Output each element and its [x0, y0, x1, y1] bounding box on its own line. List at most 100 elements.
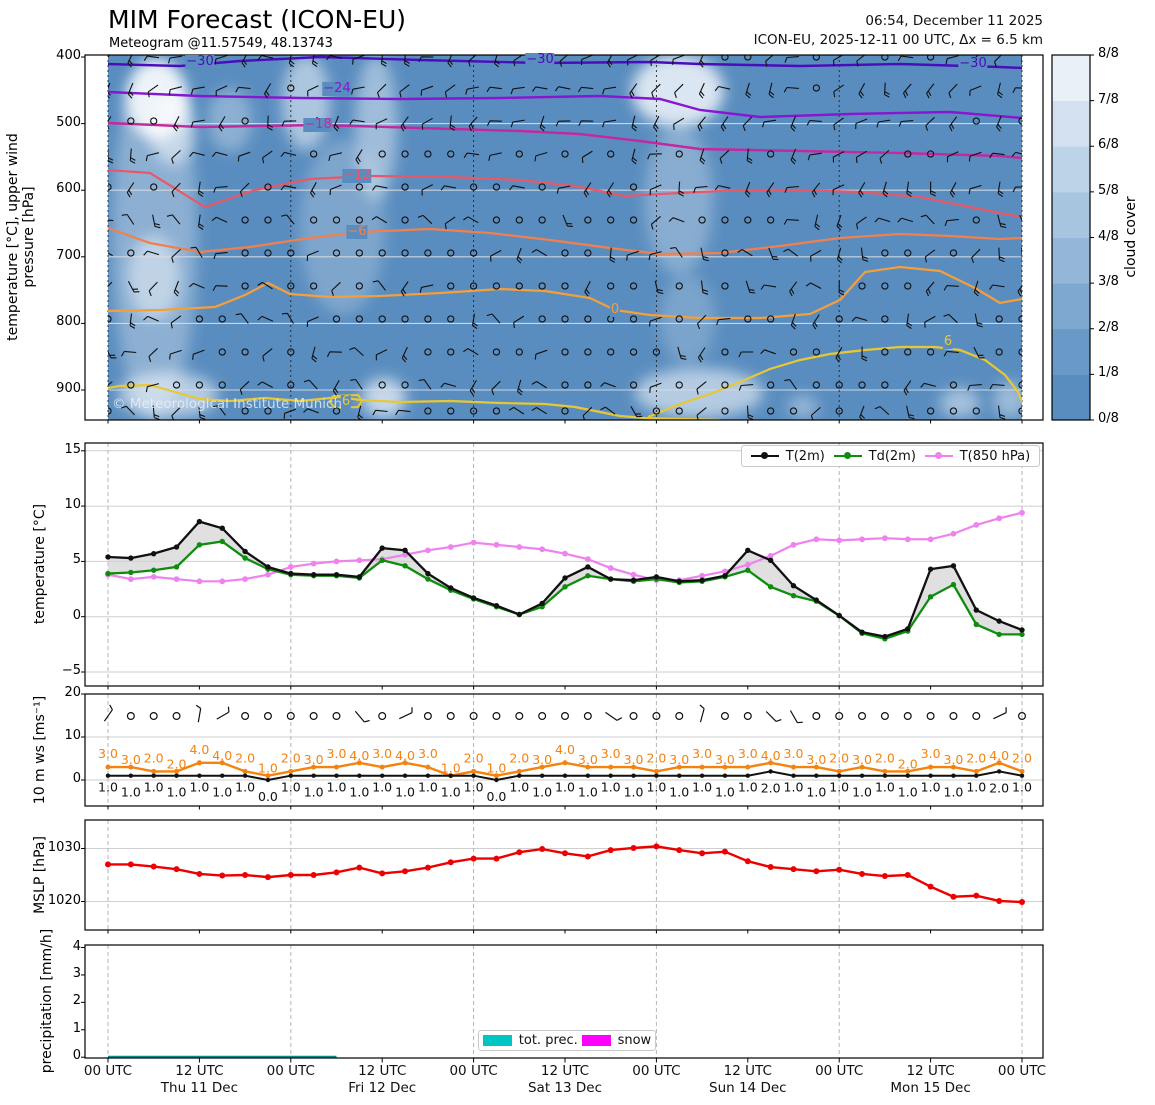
wind-ytick-label: 10: [64, 728, 81, 743]
wind-speed-value-label: 1.0: [852, 785, 872, 800]
upper-ytick-label: 500: [56, 114, 81, 130]
x-day-label: Sat 13 Dec: [527, 1080, 603, 1096]
gust-value-label: 3.0: [601, 746, 621, 761]
issue-datetime: 06:54, December 11 2025: [865, 13, 1043, 29]
temp-ytick-label: −5: [61, 663, 81, 678]
colorbar-tick-label: 7/8: [1098, 91, 1119, 107]
colorbar-tick-label: 1/8: [1098, 365, 1119, 381]
mslp-ytick-label: 1020: [47, 892, 81, 908]
contour-label: −30: [958, 56, 988, 71]
colorbar-tick-label: 5/8: [1098, 182, 1119, 198]
temp-legend-entry: T(2m): [750, 448, 825, 464]
upper-ylabel-line2: pressure [hPa]: [21, 186, 37, 288]
wind-speed-value-label: 1.0: [1012, 780, 1032, 795]
wind-speed-value-label: 1.0: [555, 780, 575, 795]
x-hour-label: 12 UTC: [723, 1063, 772, 1079]
temp-ytick-label: 0: [72, 607, 81, 623]
wind-speed-value-label: 1.0: [144, 780, 164, 795]
wind-speed-value-label: 1.0: [898, 785, 918, 800]
legend-patch-marker: [581, 1035, 611, 1046]
x-day-label: Mon 15 Dec: [890, 1080, 971, 1096]
legend-label: snow: [617, 1033, 652, 1048]
temp-ytick-label: 15: [64, 441, 81, 457]
upper-ytick-label: 700: [56, 247, 81, 263]
gust-value-label: 4.0: [349, 748, 369, 763]
gust-value-label: 1.0: [487, 761, 507, 776]
gust-value-label: 2.0: [144, 750, 164, 765]
gust-value-label: 4.0: [395, 748, 415, 763]
wind-speed-value-label: 1.0: [829, 780, 849, 795]
wind-speed-value-label: 1.0: [601, 780, 621, 795]
gust-value-label: 3.0: [372, 746, 392, 761]
wind-speed-value-label: 1.0: [281, 780, 301, 795]
gust-value-label: 3.0: [121, 752, 141, 767]
gust-value-label: 3.0: [327, 746, 347, 761]
contour-label: −12: [342, 168, 372, 183]
wind-speed-value-label: 1.0: [966, 780, 986, 795]
wind-speed-value-label: 1.0: [806, 785, 826, 800]
wind-speed-value-label: 1.0: [646, 780, 666, 795]
gust-value-label: 3.0: [98, 746, 118, 761]
colorbar-tick-label: 6/8: [1098, 137, 1119, 153]
precipitation-legend: tot. prec. snow: [478, 1030, 656, 1051]
gust-value-label: 2.0: [235, 750, 255, 765]
gust-value-label: 3.0: [715, 752, 735, 767]
wind-speed-value-label: 1.0: [98, 780, 118, 795]
temp-ytick-label: 5: [72, 552, 81, 568]
wind-speed-value-label: 1.0: [464, 780, 484, 795]
upper-panel-ylabel: temperature [°C], upper wind pressure [h…: [5, 133, 37, 341]
upper-ylabel-line1: temperature [°C], upper wind: [5, 133, 21, 341]
gust-value-label: 3.0: [852, 752, 872, 767]
wind-speed-value-label: 1.0: [235, 780, 255, 795]
x-day-label: Sun 14 Dec: [709, 1080, 787, 1096]
wind-speed-value-label: 1.0: [327, 780, 347, 795]
wind-speed-value-label: 1.0: [921, 780, 941, 795]
gust-value-label: 3.0: [532, 752, 552, 767]
gust-value-label: 3.0: [806, 752, 826, 767]
x-hour-label: 00 UTC: [449, 1063, 498, 1079]
wind-speed-value-label: 1.0: [624, 785, 644, 800]
wind-speed-value-label: 0.0: [487, 789, 507, 804]
colorbar-tick-label: 4/8: [1098, 228, 1119, 244]
gust-value-label: 3.0: [418, 746, 438, 761]
gust-value-label: 4.0: [212, 748, 232, 763]
colorbar-tick-label: 3/8: [1098, 274, 1119, 290]
x-hour-label: 12 UTC: [358, 1063, 407, 1079]
wind-speed-value-label: 1.0: [692, 780, 712, 795]
gust-value-label: 2.0: [1012, 750, 1032, 765]
gust-value-label: 4.0: [189, 742, 209, 757]
upper-ytick-label: 900: [56, 381, 81, 396]
colorbar-tick-label: 0/8: [1098, 411, 1119, 426]
gust-value-label: 2.0: [898, 756, 918, 771]
contour-label: −30: [185, 54, 215, 69]
gust-value-label: 2.0: [167, 756, 187, 771]
contour-label: −18: [303, 117, 333, 132]
precip-ytick-label: 3: [72, 965, 81, 981]
x-day-label: Thu 11 Dec: [160, 1080, 239, 1096]
precip-legend-entry: tot. prec.: [482, 1033, 578, 1048]
legend-label: T(2m): [785, 448, 825, 464]
wind-speed-value-label: 1.0: [441, 785, 461, 800]
wind-speed-value-label: 1.0: [121, 785, 141, 800]
model-run-info: ICON-EU, 2025-12-11 00 UTC, Δx = 6.5 km: [753, 32, 1043, 48]
wind-speed-value-label: 0.0: [258, 789, 278, 804]
contour-label: −6: [346, 224, 368, 239]
x-hour-label: 12 UTC: [175, 1063, 224, 1079]
contour-label: −30: [525, 52, 555, 67]
copyright-watermark: © Meteorological Institute Munich: [112, 396, 343, 412]
wind-speed-value-label: 1.0: [349, 785, 369, 800]
wind-speed-value-label: 1.0: [738, 780, 758, 795]
gust-value-label: 2.0: [829, 750, 849, 765]
wind-speed-value-label: 1.0: [669, 785, 689, 800]
gust-value-label: 3.0: [921, 746, 941, 761]
wind-speed-value-label: 1.0: [715, 785, 735, 800]
gust-value-label: 4.0: [555, 742, 575, 757]
temp-legend-entry: T(850 hPa): [924, 449, 1030, 464]
wind-speed-value-label: 1.0: [395, 785, 415, 800]
wind-speed-value-label: 1.0: [578, 785, 598, 800]
mslp-ytick-label: 1030: [47, 839, 81, 855]
wind-speed-value-label: 1.0: [532, 785, 552, 800]
wind-speed-value-label: 1.0: [784, 780, 804, 795]
precip-legend-entry: snow: [581, 1033, 652, 1048]
